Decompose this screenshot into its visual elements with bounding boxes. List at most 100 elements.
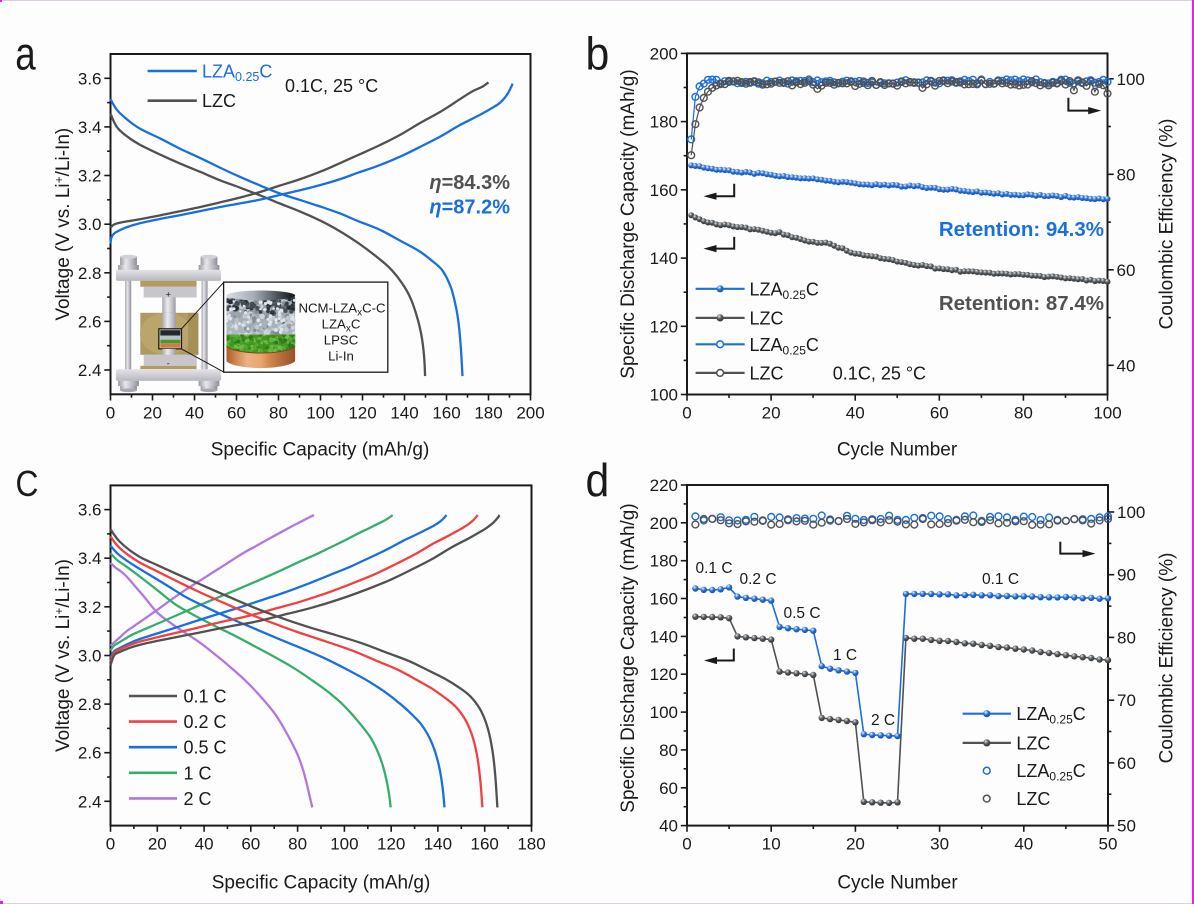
- svg-text:70: 70: [1117, 691, 1136, 710]
- svg-text:0.1 C: 0.1 C: [982, 571, 1019, 588]
- svg-text:100: 100: [1093, 404, 1121, 423]
- svg-text:LZC: LZC: [750, 308, 784, 328]
- svg-text:-: -: [167, 359, 170, 369]
- svg-text:Retention: 94.3%: Retention: 94.3%: [939, 218, 1104, 241]
- svg-text:3.0: 3.0: [78, 647, 102, 666]
- svg-text:0.1C, 25 °C: 0.1C, 25 °C: [833, 363, 926, 383]
- svg-text:140: 140: [424, 835, 452, 854]
- svg-text:3.4: 3.4: [78, 549, 102, 568]
- svg-text:0.1C, 25 °C: 0.1C, 25 °C: [285, 76, 378, 96]
- svg-text:140: 140: [650, 249, 678, 268]
- svg-text:20: 20: [148, 835, 167, 854]
- svg-text:100: 100: [650, 386, 678, 405]
- svg-text:d: d: [586, 456, 610, 507]
- svg-text:LZAxC: LZAxC: [322, 317, 361, 335]
- svg-text:0.2 C: 0.2 C: [739, 571, 776, 588]
- svg-text:η=84.3%: η=84.3%: [429, 172, 510, 194]
- svg-text:Coulombic Efficiency (%): Coulombic Efficiency (%): [1157, 553, 1178, 764]
- svg-text:3.6: 3.6: [78, 69, 102, 88]
- svg-text:180: 180: [650, 552, 678, 571]
- svg-text:50: 50: [1099, 835, 1118, 854]
- svg-text:60: 60: [930, 404, 949, 423]
- svg-text:100: 100: [330, 835, 358, 854]
- svg-text:0: 0: [682, 835, 691, 854]
- svg-text:Li-In: Li-In: [328, 349, 354, 364]
- svg-text:120: 120: [377, 835, 405, 854]
- svg-text:100: 100: [1117, 503, 1145, 522]
- svg-text:140: 140: [650, 627, 678, 646]
- svg-text:60: 60: [241, 835, 260, 854]
- svg-text:Specific Capacity (mAh/g): Specific Capacity (mAh/g): [212, 873, 431, 894]
- svg-text:180: 180: [650, 113, 678, 132]
- svg-text:Specific Capacity (mAh/g): Specific Capacity (mAh/g): [211, 440, 430, 461]
- svg-text:3.6: 3.6: [78, 501, 102, 520]
- svg-text:40: 40: [1014, 835, 1033, 854]
- svg-text:η=87.2%: η=87.2%: [429, 197, 510, 219]
- svg-text:+: +: [166, 290, 171, 300]
- svg-text:180: 180: [474, 403, 502, 422]
- svg-text:2.6: 2.6: [78, 312, 102, 331]
- svg-text:1 C: 1 C: [184, 763, 212, 783]
- svg-text:30: 30: [930, 835, 949, 854]
- svg-text:120: 120: [348, 403, 376, 422]
- svg-text:60: 60: [659, 779, 678, 798]
- svg-text:140: 140: [390, 403, 418, 422]
- svg-text:20: 20: [143, 403, 162, 422]
- svg-text:60: 60: [227, 403, 246, 422]
- svg-text:160: 160: [650, 181, 678, 200]
- svg-text:20: 20: [846, 835, 865, 854]
- svg-text:60: 60: [1117, 754, 1136, 773]
- svg-text:40: 40: [846, 404, 865, 423]
- svg-text:3.2: 3.2: [78, 598, 102, 617]
- svg-text:220: 220: [650, 476, 678, 495]
- svg-text:Retention: 87.4%: Retention: 87.4%: [939, 292, 1104, 315]
- svg-text:2 C: 2 C: [184, 789, 212, 809]
- svg-text:80: 80: [269, 403, 288, 422]
- svg-text:0.5 C: 0.5 C: [783, 605, 820, 622]
- svg-text:40: 40: [185, 403, 204, 422]
- svg-text:40: 40: [195, 835, 214, 854]
- svg-text:100: 100: [650, 703, 678, 722]
- svg-text:50: 50: [1117, 817, 1136, 836]
- svg-text:LZC: LZC: [1016, 733, 1050, 753]
- svg-text:80: 80: [288, 835, 307, 854]
- svg-text:2.6: 2.6: [78, 744, 102, 763]
- svg-text:60: 60: [1117, 261, 1136, 280]
- svg-text:120: 120: [650, 317, 678, 336]
- svg-text:3.2: 3.2: [78, 167, 102, 186]
- svg-text:100: 100: [306, 403, 334, 422]
- svg-text:Coulombic Efficiency (%): Coulombic Efficiency (%): [1157, 119, 1178, 330]
- svg-text:3.4: 3.4: [78, 118, 102, 137]
- svg-text:Cycle Number: Cycle Number: [837, 873, 958, 894]
- svg-text:10: 10: [762, 835, 781, 854]
- svg-text:80: 80: [1014, 404, 1033, 423]
- svg-text:160: 160: [471, 835, 499, 854]
- svg-text:Voltage (V vs. Li+/Li-In): Voltage (V vs. Li+/Li-In): [52, 128, 74, 321]
- svg-text:0: 0: [106, 835, 115, 854]
- svg-text:b: b: [586, 29, 610, 80]
- svg-text:2.4: 2.4: [78, 361, 102, 380]
- svg-text:LZC: LZC: [750, 363, 784, 383]
- svg-text:NCM-LZAxC-C: NCM-LZAxC-C: [298, 301, 386, 319]
- svg-text:C: C: [16, 464, 39, 505]
- svg-text:200: 200: [516, 403, 544, 422]
- svg-text:80: 80: [659, 741, 678, 760]
- svg-text:LZC: LZC: [202, 91, 236, 111]
- svg-text:1 C: 1 C: [833, 647, 857, 664]
- svg-text:80: 80: [1117, 165, 1136, 184]
- svg-text:200: 200: [650, 44, 678, 63]
- svg-text:a: a: [15, 28, 36, 80]
- svg-text:160: 160: [432, 403, 460, 422]
- svg-text:20: 20: [762, 404, 781, 423]
- svg-text:Specific Discharge Capacity (m: Specific Discharge Capacity (mAh/g): [618, 69, 639, 378]
- svg-text:180: 180: [517, 835, 545, 854]
- svg-text:Specific Discharge Capacity (m: Specific Discharge Capacity (mAh/g): [618, 503, 639, 812]
- svg-text:2 C: 2 C: [871, 712, 895, 729]
- svg-text:Voltage (V vs. Li+/Li-In): Voltage (V vs. Li+/Li-In): [52, 559, 74, 752]
- svg-text:LZC: LZC: [1016, 789, 1050, 809]
- svg-text:Cycle Number: Cycle Number: [837, 440, 958, 461]
- svg-text:3.0: 3.0: [78, 215, 102, 234]
- svg-text:40: 40: [659, 817, 678, 836]
- svg-text:0.2 C: 0.2 C: [184, 712, 227, 732]
- svg-text:0.1 C: 0.1 C: [184, 687, 227, 707]
